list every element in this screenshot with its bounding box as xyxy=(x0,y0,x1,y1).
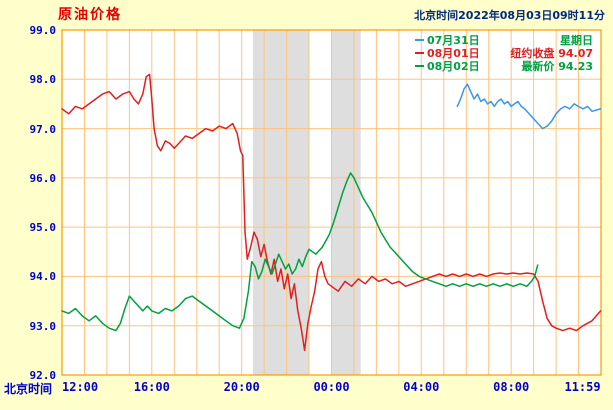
legend-date-label: 08月02日 xyxy=(427,59,480,73)
x-tick-label: 08:00 xyxy=(493,380,530,394)
legend-row: 08月02日 最新价 94.23 xyxy=(415,58,593,74)
legend-date-group: 08月01日 xyxy=(415,45,480,61)
y-tick-label: 92.0 xyxy=(29,369,57,382)
legend-row: 07月31日 星期日 xyxy=(415,32,593,48)
y-tick-label: 99.0 xyxy=(29,24,57,37)
series-line xyxy=(456,83,602,130)
x-tick-label: 11:59 xyxy=(564,380,601,394)
series-line xyxy=(61,172,539,332)
legend-line-swatch-icon xyxy=(415,64,424,67)
x-tick-label: 20:00 xyxy=(223,380,260,394)
beijing-timestamp: 北京时间2022年08月03日09时11分 xyxy=(414,9,605,22)
legend-row: 08月01日 纽约收盘 94.07 xyxy=(415,45,593,61)
legend-date-group: 08月02日 xyxy=(415,58,480,74)
y-tick-label: 98.0 xyxy=(29,73,57,87)
y-tick-label: 97.0 xyxy=(29,122,57,136)
legend: 07月31日 星期日 08月01日 纽约收盘 94.07 08月02日 最新价 94.23 xyxy=(415,32,593,74)
y-tick-label: 96.0 xyxy=(29,171,57,185)
x-tick-label: 00:00 xyxy=(313,380,350,394)
legend-line-swatch-icon xyxy=(415,51,424,54)
legend-note-label: 最新价 94.23 xyxy=(521,59,593,73)
y-tick-label: 93.0 xyxy=(29,319,57,333)
legend-note-label: 星期日 xyxy=(560,33,593,47)
x-tick-label: 04:00 xyxy=(403,380,440,394)
page-title: 原油价格 xyxy=(58,7,122,23)
x-tick-label: 12:00 xyxy=(62,380,99,394)
legend-date-label: 07月31日 xyxy=(427,33,480,47)
x-axis-caption: 北京时间 xyxy=(4,382,53,396)
legend-date-label: 08月01日 xyxy=(427,46,480,60)
legend-line-swatch-icon xyxy=(415,38,424,41)
x-tick-label: 16:00 xyxy=(133,380,170,394)
legend-date-group: 07月31日 xyxy=(415,32,480,48)
series-line xyxy=(61,73,602,352)
y-tick-label: 94.0 xyxy=(29,270,57,284)
y-tick-label: 95.0 xyxy=(29,221,57,235)
legend-note-label: 纽约收盘 94.07 xyxy=(510,46,593,60)
